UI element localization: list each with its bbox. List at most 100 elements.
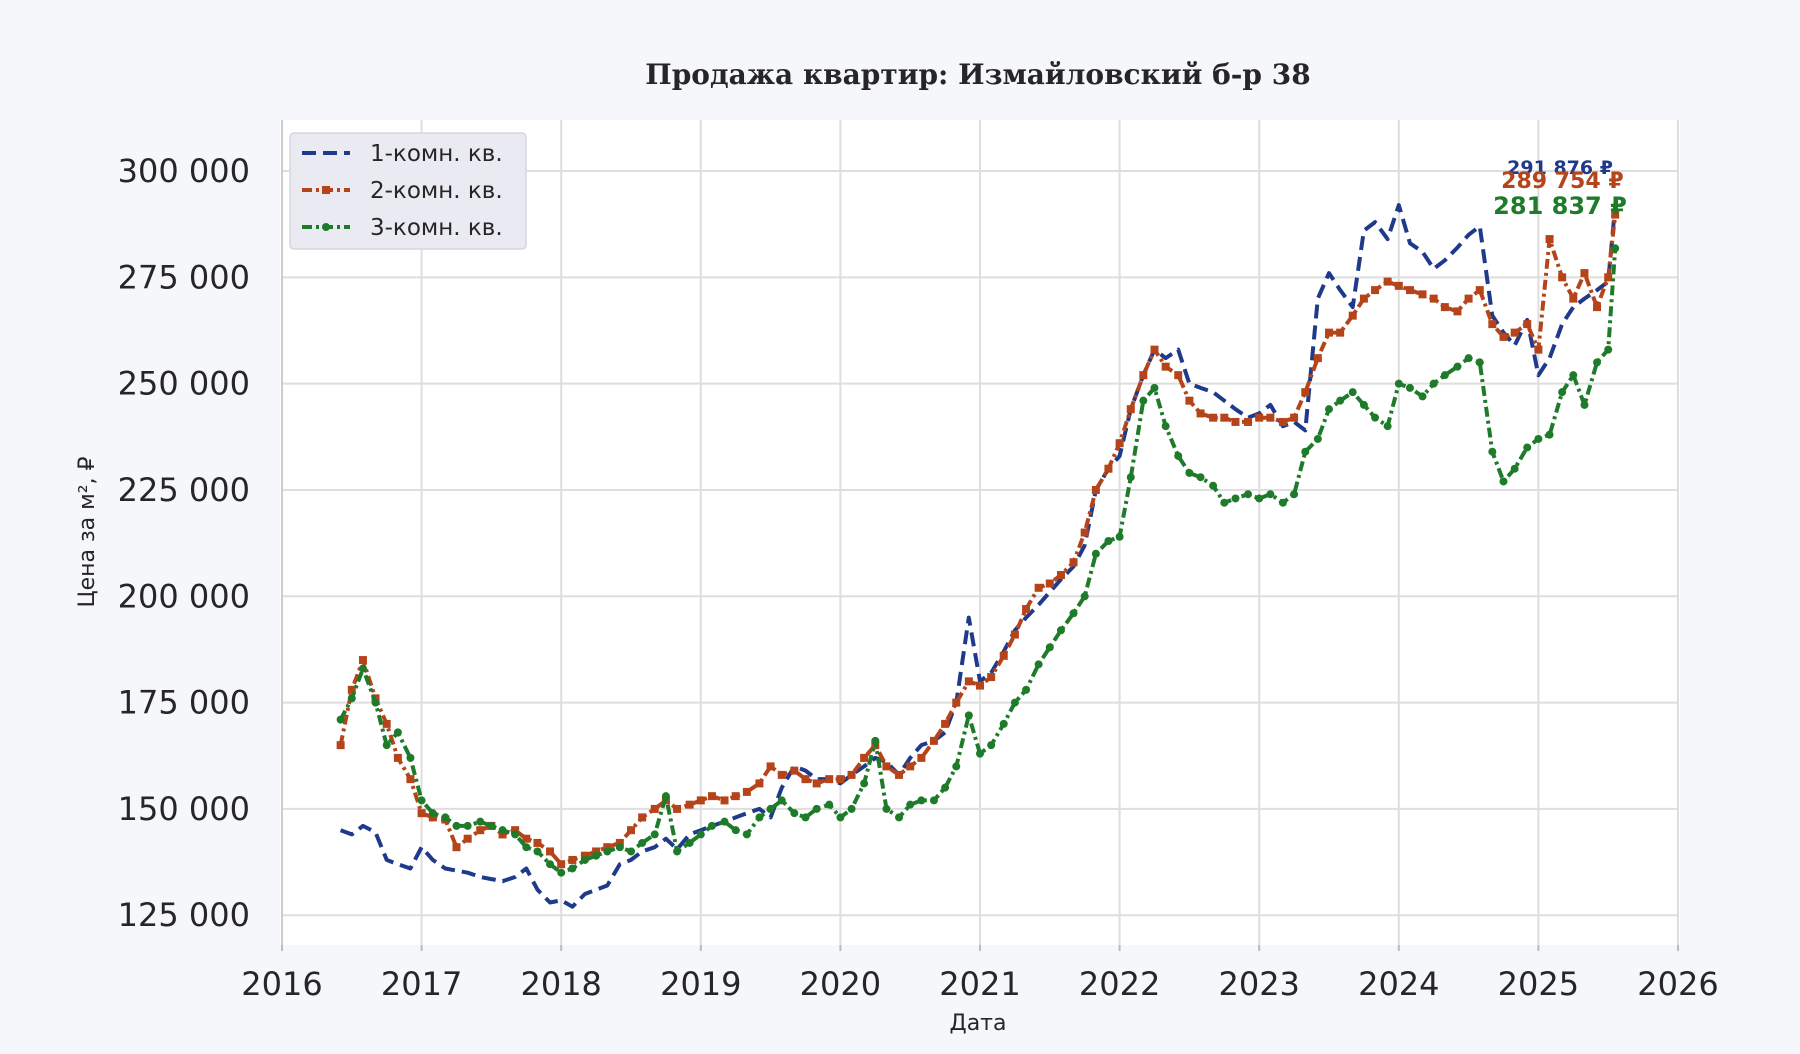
y-axis-label: Цена за м², ₽ — [75, 456, 100, 607]
data-point — [615, 843, 624, 852]
data-point — [766, 762, 775, 771]
data-point — [1510, 464, 1519, 473]
data-point — [847, 770, 856, 779]
data-point — [476, 817, 485, 826]
data-point — [1045, 579, 1054, 588]
data-point — [847, 804, 856, 813]
data-point — [638, 813, 647, 822]
data-point — [1405, 286, 1414, 295]
data-point — [1383, 422, 1392, 431]
data-point — [1499, 332, 1508, 341]
data-point — [1371, 286, 1380, 295]
data-point — [929, 736, 938, 745]
data-point — [406, 775, 415, 784]
data-point — [755, 813, 764, 822]
data-point — [1418, 290, 1427, 299]
data-point — [882, 804, 891, 813]
x-tick-label: 2021 — [939, 965, 1020, 1003]
data-point — [1475, 358, 1484, 367]
data-point — [720, 796, 729, 805]
data-point — [1604, 345, 1613, 354]
data-point — [1429, 379, 1438, 388]
series-3 — [336, 244, 1620, 877]
data-point — [976, 749, 984, 758]
data-point — [1185, 396, 1194, 405]
data-point — [1150, 345, 1159, 354]
chart-title: Продажа квартир: Измайловский б-р 38 — [645, 58, 1310, 91]
legend-label: 3-комн. кв. — [370, 215, 503, 241]
data-point — [987, 741, 996, 750]
data-point — [557, 868, 566, 877]
data-point — [638, 838, 647, 847]
data-point — [463, 834, 472, 843]
x-tick-label: 2025 — [1498, 965, 1579, 1003]
data-point — [1611, 210, 1620, 219]
data-point — [417, 809, 426, 818]
data-point — [580, 855, 589, 864]
data-point — [964, 677, 973, 686]
data-point — [1301, 388, 1310, 397]
data-point — [1161, 362, 1170, 371]
data-point — [603, 847, 612, 856]
data-point — [522, 843, 531, 852]
data-point — [1244, 490, 1253, 499]
x-tick-label: 2016 — [241, 965, 322, 1003]
data-point — [1266, 490, 1275, 499]
data-point — [790, 766, 799, 775]
x-tick-label: 2026 — [1637, 965, 1718, 1003]
last-value-label: 281 837 ₽ — [1493, 192, 1627, 220]
data-point — [777, 770, 786, 779]
data-point — [1604, 273, 1613, 282]
last-value-labels: 291 876 ₽289 754 ₽281 837 ₽ — [1493, 157, 1627, 220]
data-point — [1383, 277, 1392, 286]
data-point — [1056, 571, 1065, 580]
data-point — [1139, 396, 1148, 405]
data-point — [1488, 447, 1497, 456]
y-tick-label: 150 000 — [118, 790, 250, 828]
x-tick-label: 2017 — [381, 965, 462, 1003]
data-point — [1569, 371, 1578, 380]
y-tick-label: 250 000 — [118, 365, 250, 403]
data-point — [825, 800, 834, 809]
data-point — [498, 826, 507, 835]
data-point — [825, 775, 834, 784]
data-point — [1593, 358, 1602, 367]
data-point — [1558, 388, 1567, 397]
data-point — [1371, 413, 1380, 422]
data-point — [428, 809, 437, 818]
series-1 — [339, 203, 1618, 909]
data-point — [742, 830, 751, 839]
data-point — [1453, 362, 1462, 371]
data-point — [1034, 660, 1043, 669]
data-point — [1115, 439, 1124, 448]
data-point — [1325, 328, 1333, 337]
data-point — [546, 860, 555, 869]
data-point — [976, 681, 984, 690]
data-point — [1209, 481, 1218, 490]
data-point — [650, 804, 659, 813]
data-point — [1418, 392, 1427, 401]
y-tick-label: 200 000 — [118, 577, 250, 615]
data-point — [1475, 286, 1484, 295]
data-point — [766, 804, 775, 813]
data-point — [1266, 413, 1275, 422]
grid-lines — [281, 120, 1679, 951]
data-point — [1545, 235, 1554, 244]
data-point — [1440, 303, 1449, 312]
data-point — [1348, 311, 1357, 320]
data-point — [906, 762, 915, 771]
data-point — [1091, 549, 1100, 558]
data-point — [1231, 494, 1240, 503]
data-point — [1325, 405, 1333, 414]
series-lines — [336, 203, 1620, 909]
data-point — [358, 656, 367, 665]
data-point — [1209, 413, 1218, 422]
data-point — [707, 821, 716, 830]
data-point — [1126, 405, 1135, 414]
x-tick-label: 2024 — [1358, 965, 1439, 1003]
legend-label: 1-комн. кв. — [370, 141, 503, 167]
data-point — [1440, 371, 1449, 380]
data-point — [929, 796, 938, 805]
